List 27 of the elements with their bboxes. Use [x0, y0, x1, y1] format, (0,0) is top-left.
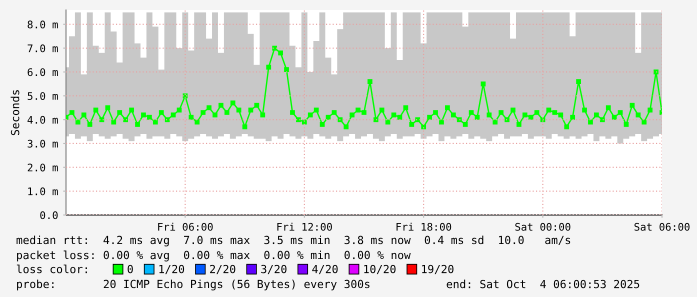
y-axis-title: Seconds: [10, 90, 20, 136]
y-tick-label: 5.0 m: [28, 92, 58, 100]
legend-label: 0: [128, 264, 133, 274]
y-tick-label: 1.0 m: [28, 187, 58, 196]
legend-label: 2/20: [210, 264, 236, 274]
x-tick-label: Sat 00:00: [515, 222, 570, 231]
legend-label: 3/20: [261, 264, 286, 274]
legend-label: 4/20: [312, 264, 338, 274]
y-tick-label: 2.0 m: [28, 164, 58, 172]
legend-label: 19/20: [422, 264, 454, 274]
y-tick-label: 6.0 m: [28, 68, 58, 76]
x-tick-label: Sat 06:00: [634, 222, 690, 231]
x-tick-label: Fri 12:00: [277, 222, 332, 231]
text: end: Sat Oct 4 06:00:53 2025: [446, 280, 640, 288]
y-tick-label: 8.0 m: [28, 20, 58, 28]
x-tick-label: Fri 18:00: [396, 222, 452, 231]
text: loss color:: [16, 264, 87, 274]
text: packet loss: 0.00 % avg 0.00 % max 0.00 % min 0.00 % now: [17, 250, 411, 262]
text: median rtt: 4.2 ms avg 7.0 ms max 3.5 ms min 3.8 ms now 0.4 ms sd 10.0 am/s: [16, 236, 570, 246]
legend-label: 1/20: [159, 264, 184, 274]
x-tick-label: Fri 06:00: [158, 222, 213, 231]
legend-label: 10/20: [364, 264, 396, 274]
text: probe: 20 ICMP Echo Pings (56 Bytes) every 300s: [17, 280, 370, 290]
y-tick-label: 3.0 m: [28, 140, 58, 148]
y-tick-label: 0.0: [40, 211, 58, 220]
y-tick-label: 7.0 m: [28, 44, 58, 52]
y-tick-label: 4.0 m: [28, 116, 58, 124]
